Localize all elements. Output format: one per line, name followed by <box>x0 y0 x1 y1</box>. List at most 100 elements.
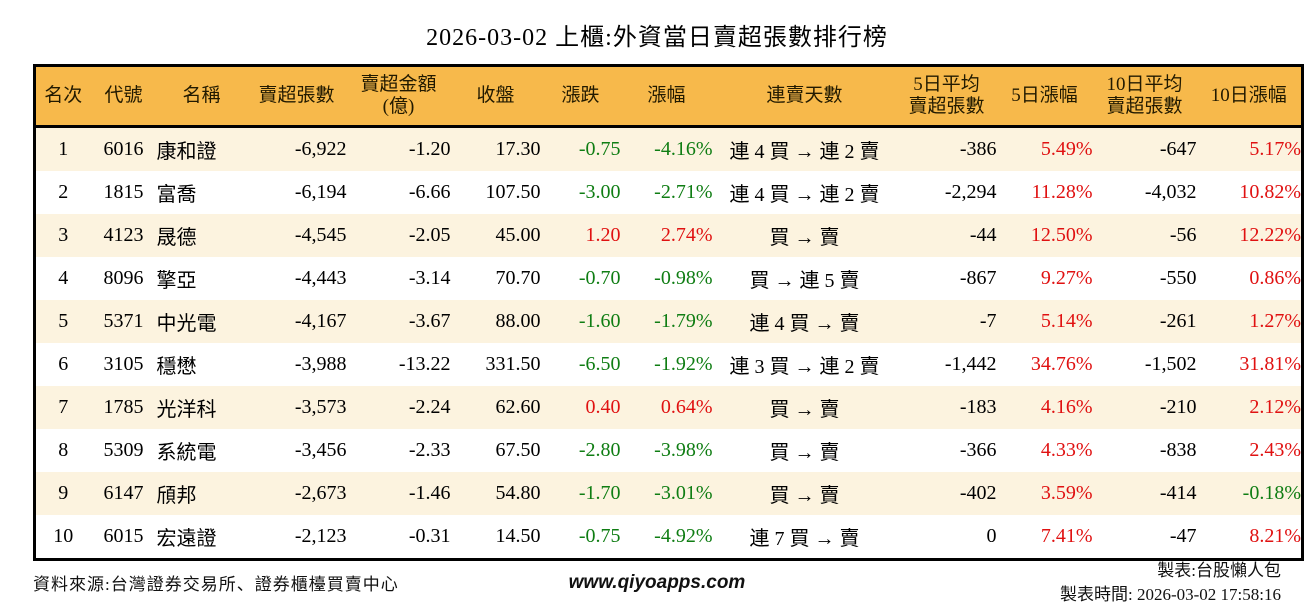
cell-pct5-change: 11.28% <box>1031 181 1093 203</box>
author-credit: 製表:台股懶人包 <box>1157 561 1281 580</box>
cell-sell-streak: 連 3 買 → 連 2 賣 <box>729 356 880 378</box>
cell-net-sell-amount: -1.46 <box>408 482 451 504</box>
cell-net-sell-volume: -4,545 <box>294 224 347 246</box>
cell-name: 康和證 <box>156 141 217 163</box>
cell-name: 擎亞 <box>156 270 197 292</box>
cell-change-pct: 2.74% <box>660 224 713 246</box>
generated-timestamp: 製表時間: 2026-03-02 17:58:16 <box>1060 585 1281 604</box>
cell-name: 頎邦 <box>156 485 197 507</box>
cell-pct5-change: 5.14% <box>1040 310 1093 332</box>
cell-price-change: -2.80 <box>578 439 621 461</box>
cell-pct10-change: 5.17% <box>1249 138 1301 160</box>
cell-pct10-change: 8.21% <box>1249 525 1301 547</box>
cell-net-sell-volume: -4,443 <box>294 267 347 289</box>
cell-avg5-net-sell: -867 <box>959 267 997 289</box>
cell-avg10-net-sell: -414 <box>1159 482 1197 504</box>
cell-avg10-net-sell: -56 <box>1169 224 1197 246</box>
cell-code: 5371 <box>103 310 144 332</box>
cell-avg10-net-sell: -1,502 <box>1144 353 1197 375</box>
table-row: 5 5371 中光電 -4,167 -3.67 88.00 -1.60 -1.79% 連 4 買… <box>34 300 1303 343</box>
cell-close: 14.50 <box>495 525 541 547</box>
cell-sell-streak: 買 → 賣 <box>769 227 840 249</box>
cell-avg5-net-sell: -1,442 <box>944 353 997 375</box>
cell-code: 6147 <box>103 482 144 504</box>
table-header: 名次 代號 名稱 賣超張數 賣超金額 (億) 收盤 漲跌 漲幅 連賣天數 5日平均 賣超張數 5日漲… <box>34 65 1303 127</box>
cell-net-sell-volume: -3,573 <box>294 396 347 418</box>
cell-avg10-net-sell: -647 <box>1159 138 1197 160</box>
column-header-rank: 名次 <box>44 85 83 107</box>
cell-code: 6015 <box>103 525 144 547</box>
cell-code: 8096 <box>103 267 144 289</box>
cell-pct10-change: 12.22% <box>1239 224 1301 246</box>
cell-pct10-change: 2.12% <box>1249 396 1301 418</box>
cell-sell-streak: 連 4 買 → 賣 <box>749 313 860 335</box>
page-title: 2026-03-02 上櫃:外資當日賣超張數排行榜 <box>426 25 888 51</box>
cell-change-pct: -3.98% <box>654 439 713 461</box>
cell-avg5-net-sell: -386 <box>959 138 997 160</box>
cell-close: 54.80 <box>495 482 541 504</box>
table-row: 1 6016 康和證 -6,922 -1.20 17.30 -0.75 -4.16% 連 4 買… <box>34 126 1303 171</box>
cell-price-change: -1.70 <box>578 482 621 504</box>
cell-sell-streak: 買 → 連 5 賣 <box>749 270 860 292</box>
column-header-price-change: 漲跌 <box>561 85 600 107</box>
cell-rank: 5 <box>58 310 69 332</box>
cell-net-sell-volume: -3,456 <box>294 439 347 461</box>
cell-name: 晟德 <box>156 227 197 249</box>
column-header-avg5-net-sell: 5日平均 賣超張數 <box>908 74 985 117</box>
cell-name: 光洋科 <box>156 399 217 421</box>
cell-avg5-net-sell: -402 <box>959 482 997 504</box>
column-header-change-pct: 漲幅 <box>647 85 686 107</box>
cell-code: 5309 <box>103 439 144 461</box>
cell-net-sell-amount: -2.05 <box>408 224 451 246</box>
cell-change-pct: -0.98% <box>654 267 713 289</box>
cell-close: 62.60 <box>495 396 541 418</box>
column-header-code: 代號 <box>104 85 143 107</box>
table-row: 2 1815 富喬 -6,194 -6.66 107.50 -3.00 -2.71% 連 4 買… <box>34 171 1303 214</box>
column-header-net-sell-amount: 賣超金額 (億) <box>360 74 437 117</box>
credits-block: 製表:台股懶人包 製表時間: 2026-03-02 17:58:16 <box>1060 559 1281 607</box>
cell-pct5-change: 4.16% <box>1040 396 1093 418</box>
cell-net-sell-amount: -6.66 <box>408 181 451 203</box>
cell-code: 4123 <box>103 224 144 246</box>
cell-net-sell-volume: -6,922 <box>294 138 347 160</box>
cell-rank: 10 <box>53 525 74 547</box>
cell-close: 17.30 <box>495 138 541 160</box>
cell-pct10-change: 1.27% <box>1249 310 1301 332</box>
cell-name: 富喬 <box>156 184 197 206</box>
cell-avg10-net-sell: -838 <box>1159 439 1197 461</box>
cell-sell-streak: 買 → 賣 <box>769 442 840 464</box>
cell-rank: 3 <box>58 224 69 246</box>
table-row: 10 6015 宏遠證 -2,123 -0.31 14.50 -0.75 -4.92% 連 7 … <box>34 515 1303 560</box>
table-row: 3 4123 晟德 -4,545 -2.05 45.00 1.20 2.74% 買 → 賣 -44… <box>34 214 1303 257</box>
cell-price-change: 0.40 <box>585 396 621 418</box>
cell-pct10-change: -0.18% <box>1242 482 1301 504</box>
cell-sell-streak: 連 4 買 → 連 2 賣 <box>729 184 880 206</box>
column-header-pct5-change: 5日漲幅 <box>1011 85 1078 107</box>
cell-rank: 9 <box>58 482 69 504</box>
cell-rank: 6 <box>58 353 69 375</box>
cell-net-sell-amount: -13.22 <box>398 353 451 375</box>
cell-net-sell-amount: -2.24 <box>408 396 451 418</box>
cell-avg10-net-sell: -47 <box>1169 525 1197 547</box>
cell-price-change: -6.50 <box>578 353 621 375</box>
cell-sell-streak: 買 → 賣 <box>769 399 840 421</box>
cell-avg5-net-sell: -44 <box>969 224 997 246</box>
cell-change-pct: -3.01% <box>654 482 713 504</box>
cell-net-sell-volume: -3,988 <box>294 353 347 375</box>
cell-pct10-change: 2.43% <box>1249 439 1301 461</box>
cell-rank: 7 <box>58 396 69 418</box>
cell-close: 70.70 <box>495 267 541 289</box>
cell-avg5-net-sell: -183 <box>959 396 997 418</box>
cell-name: 宏遠證 <box>156 528 217 550</box>
cell-net-sell-volume: -2,673 <box>294 482 347 504</box>
cell-price-change: -0.70 <box>578 267 621 289</box>
cell-change-pct: -1.79% <box>654 310 713 332</box>
cell-change-pct: -1.92% <box>654 353 713 375</box>
cell-net-sell-volume: -6,194 <box>294 181 347 203</box>
cell-pct5-change: 12.50% <box>1030 224 1093 246</box>
cell-rank: 8 <box>58 439 69 461</box>
cell-avg10-net-sell: -261 <box>1159 310 1197 332</box>
cell-close: 67.50 <box>495 439 541 461</box>
table-row: 4 8096 擎亞 -4,443 -3.14 70.70 -0.70 -0.98% 買 → 連 … <box>34 257 1303 300</box>
